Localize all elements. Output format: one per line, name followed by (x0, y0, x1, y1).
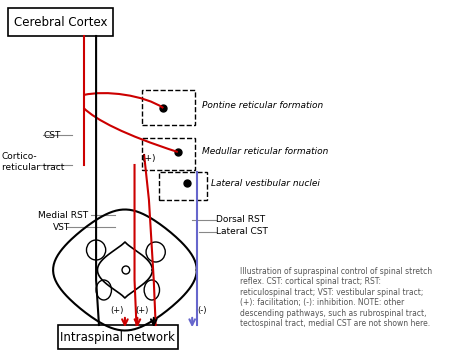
FancyBboxPatch shape (142, 138, 195, 170)
Text: Pontine reticular formation: Pontine reticular formation (202, 101, 323, 109)
Text: VST: VST (53, 223, 70, 232)
Text: Intraspinal network: Intraspinal network (60, 331, 175, 344)
FancyBboxPatch shape (158, 172, 207, 200)
Text: (+): (+) (136, 306, 149, 315)
Text: Lateral vestibular nuclei: Lateral vestibular nuclei (211, 178, 320, 188)
Text: (-): (-) (197, 306, 207, 315)
Text: Illustration of supraspinal control of spinal stretch
reflex. CST: cortical spin: Illustration of supraspinal control of s… (240, 267, 432, 328)
Text: Dorsal RST: Dorsal RST (216, 215, 265, 224)
Text: Lateral CST: Lateral CST (216, 227, 268, 236)
FancyBboxPatch shape (58, 325, 178, 349)
Text: Medial RST: Medial RST (38, 210, 89, 219)
Text: CST: CST (43, 130, 61, 139)
Text: Cerebral Cortex: Cerebral Cortex (14, 16, 107, 29)
Text: Medullar reticular formation: Medullar reticular formation (202, 147, 328, 156)
Text: (+): (+) (110, 306, 124, 315)
FancyBboxPatch shape (8, 8, 113, 36)
FancyBboxPatch shape (142, 90, 195, 125)
Text: (+): (+) (142, 153, 156, 163)
Text: Cortico-
reticular tract: Cortico- reticular tract (2, 152, 64, 172)
